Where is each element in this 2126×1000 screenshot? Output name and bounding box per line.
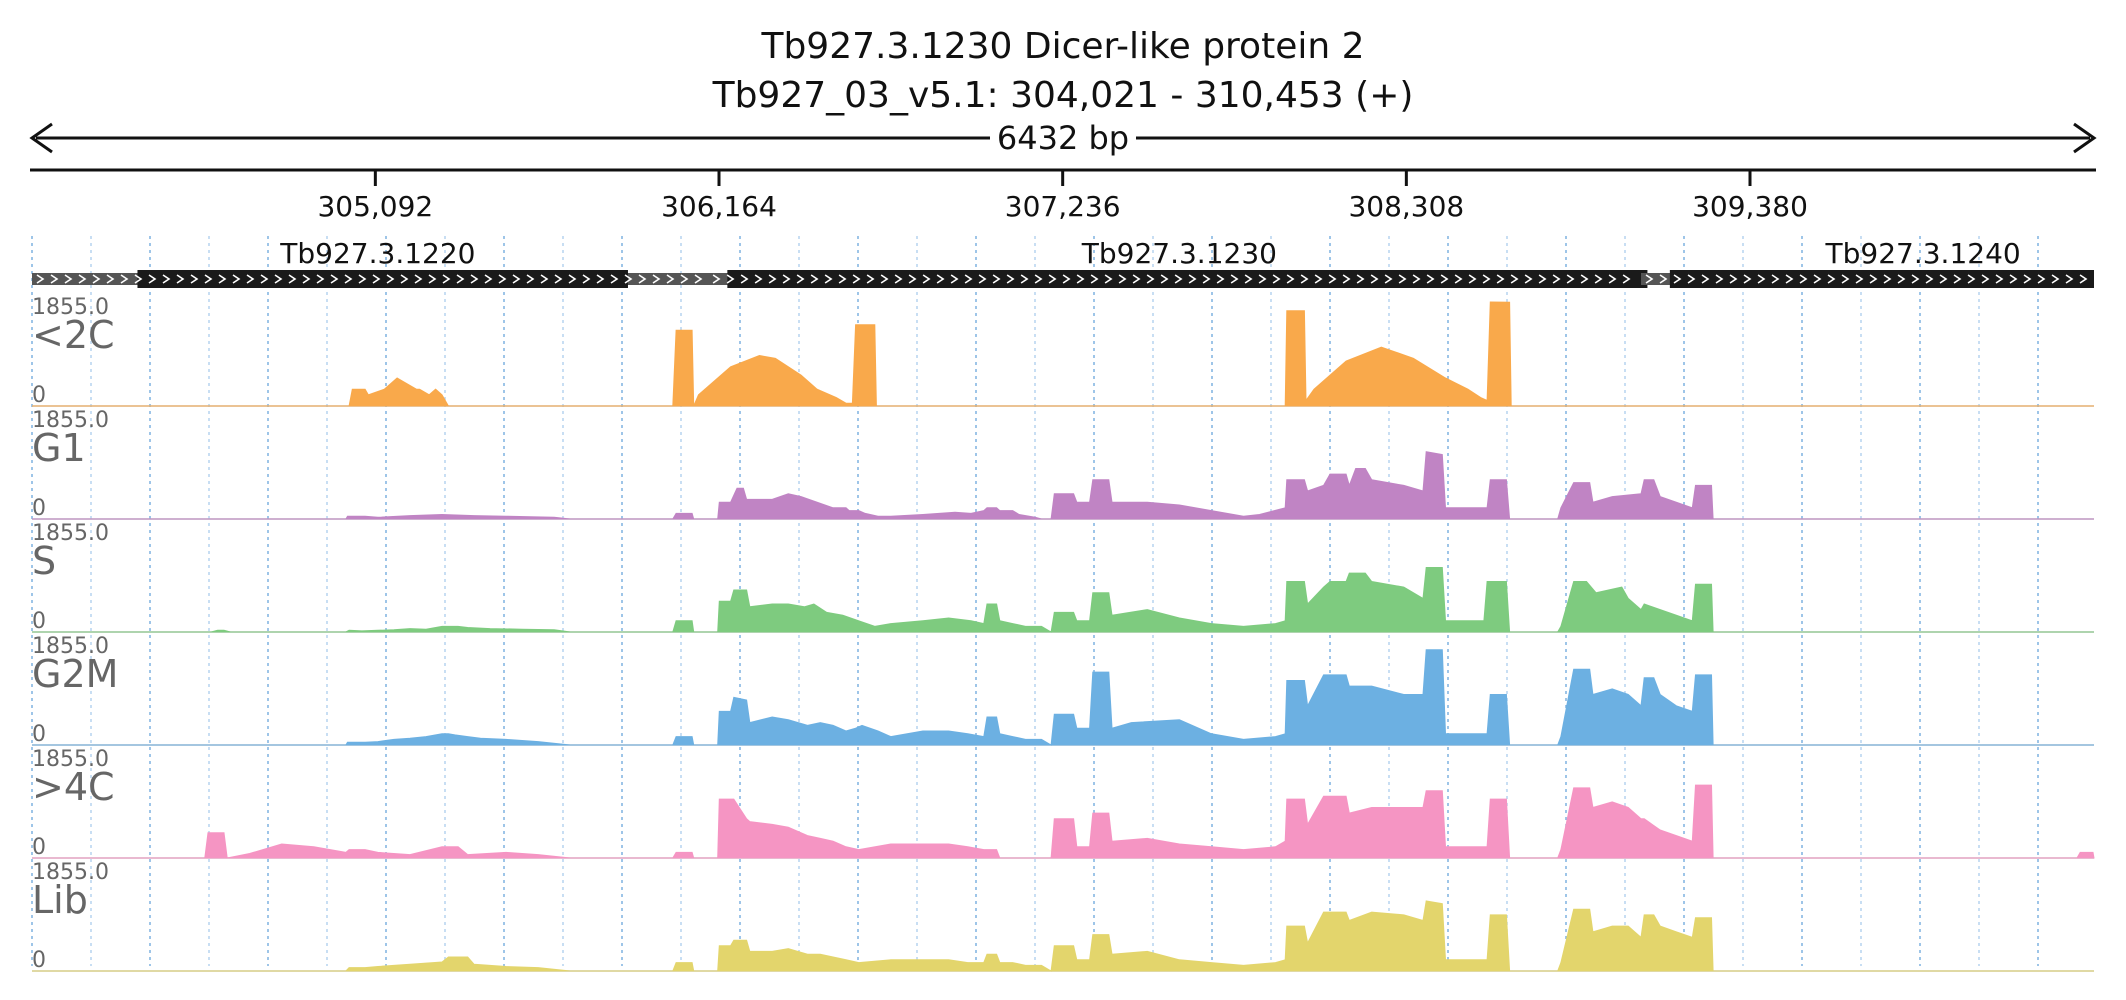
track-ymin-label-2: 0 xyxy=(32,609,46,634)
span-arrow-right xyxy=(2073,122,2097,154)
track-2: 1855.0S 0 xyxy=(32,521,2094,634)
gene-strand-arrows-0 xyxy=(36,274,703,284)
track-ymin-label-3: 0 xyxy=(32,722,46,747)
track-name-3: G2M xyxy=(32,652,118,696)
coverage-area-4 xyxy=(32,784,2095,859)
track-name-5: Lib xyxy=(32,878,88,922)
coverage-area-2 xyxy=(32,567,2094,633)
gene-label-1: Tb927.3.1230 xyxy=(1081,237,1277,270)
track-name-0: <2C xyxy=(32,313,115,357)
x-tick-label-3: 308,308 xyxy=(1348,190,1464,223)
x-tick-label-4: 309,380 xyxy=(1692,190,1808,223)
coverage-area-0 xyxy=(32,301,2094,407)
track-ymax-label-4: 1855.0 xyxy=(32,747,109,772)
track-ymin-label-5: 0 xyxy=(32,948,46,973)
track-name-2: S xyxy=(32,539,56,583)
span-arrow-left xyxy=(29,122,53,154)
gene-strand-arrows-1 xyxy=(712,274,1631,284)
gene-cds-1 xyxy=(727,270,1648,288)
x-tick-label-2: 307,236 xyxy=(1005,190,1121,223)
gene-strand-arrows-2 xyxy=(1645,274,2088,284)
track-name-1: G1 xyxy=(32,426,86,470)
span-indicator: 6432 bp xyxy=(29,119,2097,157)
coverage-area-5 xyxy=(32,900,2094,972)
title-group: Tb927.3.1230 Dicer-like protein 2 Tb927_… xyxy=(712,26,1414,116)
x-axis: 305,092 306,164 307,236 308,308 309,380 xyxy=(30,168,2096,223)
gene-label-0: Tb927.3.1220 xyxy=(279,237,475,270)
coverage-area-3 xyxy=(32,649,2094,746)
track-ymin-label-1: 0 xyxy=(32,496,46,521)
track-ymax-label-0: 1855.0 xyxy=(32,295,109,320)
gene-label-2: Tb927.3.1240 xyxy=(1825,237,2021,270)
track-ymin-label-4: 0 xyxy=(32,835,46,860)
track-4: 1855.0>4C 0 xyxy=(32,747,2095,860)
track-ymax-label-2: 1855.0 xyxy=(32,521,109,546)
span-label: 6432 bp xyxy=(997,119,1129,157)
coverage-area-1 xyxy=(32,451,2094,520)
track-ymax-label-3: 1855.0 xyxy=(32,634,109,659)
track-ymin-label-0: 0 xyxy=(32,383,46,408)
chart-title-line1: Tb927.3.1230 Dicer-like protein 2 xyxy=(760,26,1364,67)
gene-cds-0 xyxy=(137,270,628,288)
gene-cds-2 xyxy=(1669,270,2094,288)
track-name-4: >4C xyxy=(32,765,115,809)
track-0: 1855.0<2C 0 xyxy=(32,295,2094,408)
track-ymax-label-5: 1855.0 xyxy=(32,860,109,885)
gene-track: Tb927.3.1220 Tb927.3.1230 Tb927.3.1240 xyxy=(32,237,2094,288)
track-ymax-label-1: 1855.0 xyxy=(32,408,109,433)
coverage-tracks: 1855.0<2C01855.0G101855.0S01855.0G2M0185… xyxy=(32,295,2095,973)
x-tick-label-1: 306,164 xyxy=(661,190,777,223)
x-tick-label-0: 305,092 xyxy=(317,190,433,223)
track-1: 1855.0G1 0 xyxy=(32,408,2094,521)
chart-title-line2: Tb927_03_v5.1: 304,021 - 310,453 (+) xyxy=(712,75,1414,116)
